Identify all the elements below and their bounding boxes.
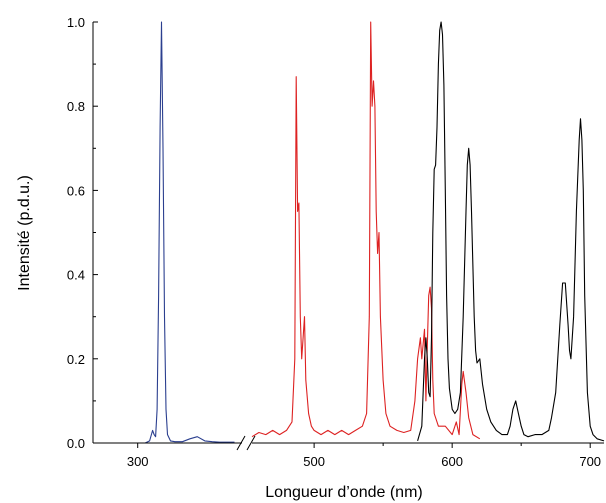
x-axis-title: Longueur d’onde (nm): [265, 484, 422, 501]
series-line-1: [93, 21, 235, 444]
ticks-layer: 0.0 0.2 0.4 0.6 0.8 1.0 300 500 600 700: [67, 15, 601, 469]
y-tick-label: 0.6: [67, 183, 85, 198]
y-tick-label: 0.8: [67, 99, 85, 114]
y-tick-label: 1.0: [67, 15, 85, 30]
y-tick-label: 0.0: [67, 436, 85, 451]
y-tick-label: 0.4: [67, 268, 85, 283]
series-layer: [93, 21, 605, 444]
axis-break-mark-left: [236, 435, 246, 451]
x-tick-label: 700: [579, 454, 601, 469]
x-tick-label: 600: [441, 454, 463, 469]
y-tick-label: 0.2: [67, 352, 85, 367]
y-axis-title: Intensité (p.d.u.): [16, 175, 33, 291]
series-line-3: [417, 21, 605, 442]
axis-break-mark-right: [246, 435, 256, 451]
x-tick-label: 300: [127, 454, 149, 469]
axes-layer: [92, 22, 604, 451]
series-line-2: [251, 21, 481, 440]
x-tick-label: 500: [303, 454, 325, 469]
